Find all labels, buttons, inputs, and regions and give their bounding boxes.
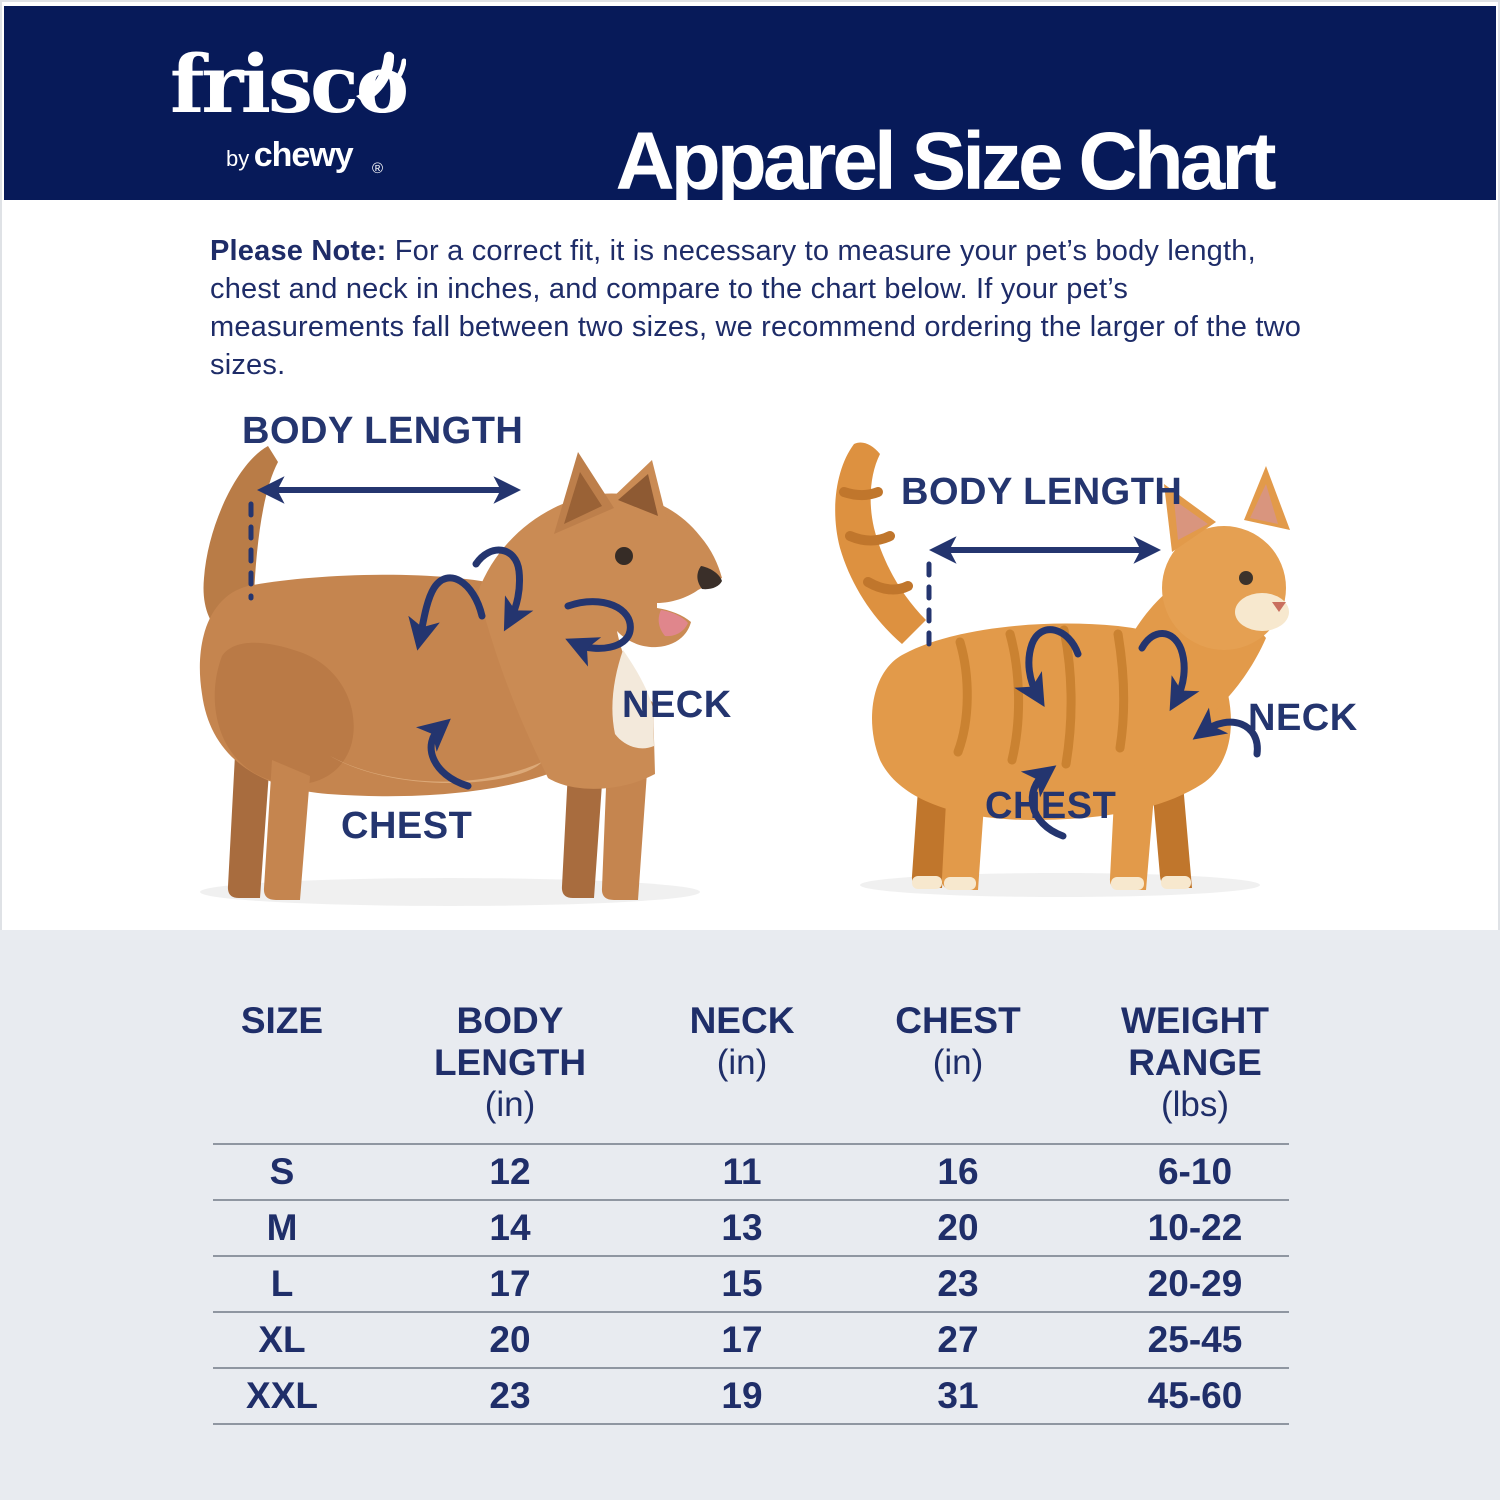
- cell-size: S: [269, 1151, 295, 1192]
- cat-neck-arrow: [1192, 707, 1261, 758]
- cell-body-length: 17: [489, 1263, 531, 1304]
- by-chewy: by chewy: [226, 136, 354, 175]
- table-row-l: L 17 15 23 20-29: [213, 1256, 1289, 1312]
- size-table-header-row: SIZE BODY LENGTH (in) NECK (in) CHEST (i…: [213, 1000, 1289, 1144]
- dog-chest-arrow: [415, 718, 472, 790]
- page-title: Apparel Size Chart: [615, 115, 1276, 207]
- dog-neck-arrow: [564, 598, 634, 667]
- note-paragraph: Please Note: For a correct fit, it is ne…: [210, 232, 1318, 384]
- cell-chest: 23: [937, 1263, 979, 1304]
- cell-neck: 11: [722, 1151, 762, 1192]
- cell-size: M: [266, 1207, 298, 1248]
- note-text: For a correct fit, it is necessary to me…: [210, 235, 1302, 381]
- cell-body-length: 14: [489, 1207, 531, 1248]
- cell-neck: 13: [721, 1207, 763, 1248]
- cell-chest: 20: [937, 1207, 979, 1248]
- header-band: frisco ® by chewy Apparel Size Chart: [4, 6, 1496, 207]
- cat-body-length-label: BODY LENGTH: [901, 471, 1183, 513]
- table-row-xxl: XXL 23 19 31 45-60: [213, 1368, 1289, 1424]
- column-header-chest: CHEST (in): [895, 1000, 1021, 1082]
- cell-chest: 31: [937, 1375, 979, 1416]
- cat-chest-arrow: [1020, 765, 1067, 840]
- measurement-arrows-layer: [248, 476, 1261, 840]
- size-table-panel: [0, 930, 1500, 1500]
- frisco-logo: frisco ® by chewy: [170, 44, 430, 184]
- column-header-neck: NECK (in): [689, 1000, 795, 1082]
- cat-neck-label: NECK: [1248, 697, 1358, 739]
- cell-size: XXL: [246, 1375, 318, 1416]
- column-header-weight-range: WEIGHT RANGE (lbs): [1121, 1000, 1269, 1124]
- cat-wrap-arrow-right: [1138, 630, 1200, 712]
- frisco-swoosh-icon: [356, 51, 406, 103]
- cell-weight: 20-29: [1147, 1263, 1243, 1304]
- cell-body-length: 23: [489, 1375, 531, 1416]
- chewy-wordmark: chewy: [253, 136, 354, 174]
- cell-weight: 10-22: [1147, 1207, 1243, 1248]
- cell-size: L: [270, 1263, 294, 1304]
- dog-wrap-arrow-right: [472, 546, 534, 632]
- note: Please Note: For a correct fit, it is ne…: [210, 232, 1318, 384]
- table-row-s: S 12 11 16 6-10: [213, 1144, 1289, 1200]
- dog-body-length-label: BODY LENGTH: [242, 410, 524, 452]
- cell-neck: 15: [721, 1263, 763, 1304]
- measurement-diagram: BODY LENGTH NECK CHEST BODY LENGTH NECK …: [0, 380, 1500, 940]
- cat-illustration: [835, 442, 1290, 897]
- note-label: Please Note:: [210, 235, 387, 267]
- dog-illustration: [199, 446, 722, 906]
- cell-chest: 27: [937, 1319, 979, 1360]
- registered-mark: ®: [372, 160, 384, 177]
- cell-size: XL: [258, 1319, 306, 1360]
- cell-weight: 25-45: [1147, 1319, 1243, 1360]
- cat-chest-label: CHEST: [985, 785, 1117, 827]
- cell-body-length: 20: [489, 1319, 531, 1360]
- dog-neck-label: NECK: [622, 684, 732, 726]
- frisco-wordmark: frisco: [170, 37, 409, 131]
- dog-chest-label: CHEST: [341, 805, 473, 847]
- dog-wrap-arrow-left: [408, 574, 486, 651]
- cell-neck: 19: [721, 1375, 763, 1416]
- cat-wrap-arrow-left: [1014, 626, 1082, 708]
- table-row-m: M 14 13 20 10-22: [213, 1200, 1289, 1256]
- table-row-xl: XL 20 17 27 25-45: [213, 1312, 1289, 1368]
- cell-weight: 6-10: [1157, 1151, 1233, 1192]
- cell-neck: 17: [721, 1319, 763, 1360]
- cell-weight: 45-60: [1147, 1375, 1243, 1416]
- size-table: SIZE BODY LENGTH (in) NECK (in) CHEST (i…: [213, 1000, 1289, 1425]
- by-label: by: [226, 146, 250, 171]
- column-header-size: SIZE: [240, 1000, 324, 1041]
- cell-chest: 16: [937, 1151, 979, 1192]
- cell-body-length: 12: [489, 1151, 531, 1192]
- column-header-body-length: BODY LENGTH (in): [433, 1000, 587, 1124]
